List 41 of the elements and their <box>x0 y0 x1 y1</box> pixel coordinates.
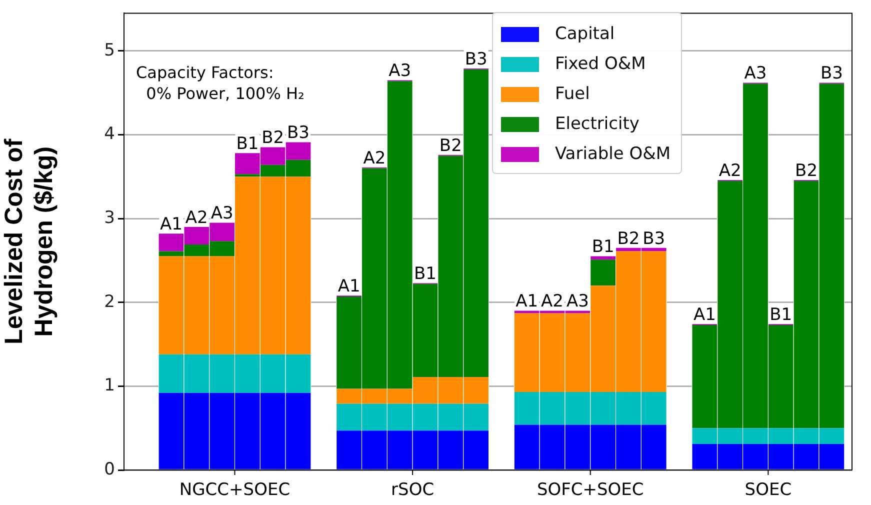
y-tick-label: 4 <box>104 124 115 144</box>
x-tick-label: B1 <box>592 237 614 258</box>
legend-label: Capital <box>555 24 615 44</box>
x-tick-label: B1 <box>236 134 259 154</box>
text: SOFC+SOEC <box>536 480 644 500</box>
y-tick-label: 2 <box>104 292 115 312</box>
x-tick-label: A3 <box>210 204 234 224</box>
x-tick-label: A1 <box>338 276 360 297</box>
x-tick-label: A3 <box>566 292 589 312</box>
legend-label: Fuel <box>555 84 590 104</box>
y-tick-label: 0 <box>104 459 115 480</box>
legend-label: Fixed O&M <box>555 54 646 74</box>
x-tick-label: A1 <box>693 305 716 326</box>
x-tick-label: B3 <box>464 49 488 70</box>
x-tick-label: B1 <box>770 305 792 326</box>
y-tick-label: 5 <box>104 40 115 60</box>
x-tick-label: B2 <box>439 136 462 156</box>
x-tick-label: A1 <box>160 214 182 235</box>
x-tick-label: A2 <box>185 208 208 228</box>
text: rSOC <box>391 480 434 500</box>
x-tick-label: A3 <box>388 61 412 82</box>
annotation: Capacity Factors: 0% Power, 100% H₂ <box>136 62 304 104</box>
x-tick-label: A1 <box>516 292 538 312</box>
legend-label: Variable O&M <box>555 144 671 164</box>
x-tick-label: A3 <box>744 64 767 84</box>
x-tick-label: B2 <box>262 128 284 148</box>
x-tick-label: B1 <box>414 264 436 284</box>
x-tick-label: A2 <box>363 148 386 168</box>
x-tick-label: B3 <box>287 123 310 144</box>
x-tick-label: A2 <box>541 292 564 312</box>
x-tick-label: B2 <box>617 228 640 249</box>
y-axis-title: Levelized Cost of Hydrogen ($/kg) <box>0 138 58 344</box>
y-tick-label: 3 <box>104 208 115 228</box>
y-tick-label: 1 <box>104 376 115 396</box>
x-tick-label: B3 <box>820 64 843 84</box>
legend-label: Electricity <box>555 114 640 134</box>
x-tick-label: B2 <box>795 160 818 181</box>
text: SOEC <box>744 480 792 500</box>
x-tick-label: A2 <box>718 160 742 181</box>
text: NGCC+SOEC <box>179 480 290 500</box>
x-tick-label: B3 <box>642 228 666 249</box>
